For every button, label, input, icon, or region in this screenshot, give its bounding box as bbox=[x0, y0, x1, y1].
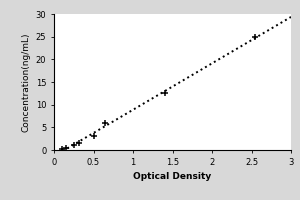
Y-axis label: Concentration(ng/mL): Concentration(ng/mL) bbox=[21, 32, 30, 132]
X-axis label: Optical Density: Optical Density bbox=[134, 172, 212, 181]
